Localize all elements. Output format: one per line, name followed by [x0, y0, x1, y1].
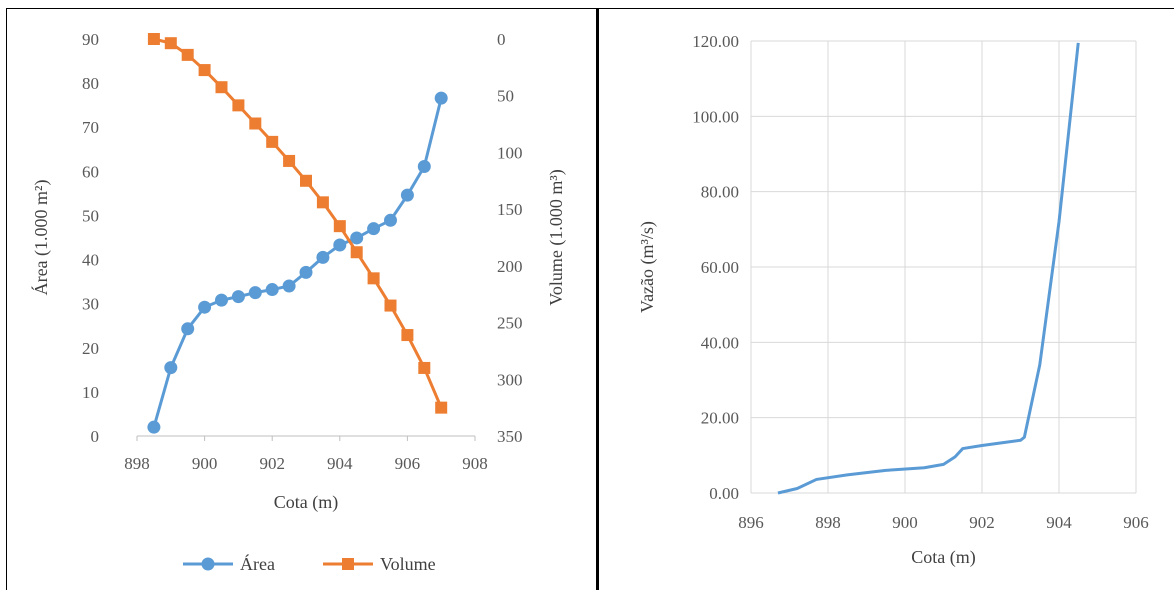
x-tick-label: 904 [1046, 513, 1072, 532]
Área-point [434, 91, 448, 105]
y-tick-label: 0.00 [709, 484, 739, 503]
y2-tick-label: 150 [497, 200, 523, 219]
y-tick-label: 40.00 [701, 333, 739, 352]
y-tick-label: 20.00 [701, 409, 739, 428]
Área-point [350, 231, 364, 245]
y-tick-label: 60 [82, 162, 99, 181]
y-axis-title: Área (1.000 m²) [30, 180, 52, 296]
x-axis-title: Cota (m) [911, 547, 976, 568]
area-volume-chart: 898 900 902 904 906 908 0 10 20 30 40 50 60 70 80 90 0 50… [6, 8, 596, 590]
y-tick-label: 70 [82, 118, 99, 137]
Volume-point [384, 299, 397, 312]
Área-point [181, 322, 195, 336]
Volume-point [266, 135, 279, 148]
Área-point [265, 283, 279, 297]
x-tick-label: 906 [1123, 513, 1149, 532]
y-axis-title: Vazão (m³/s) [637, 221, 658, 313]
y-tick-label: 50 [82, 206, 99, 225]
x-tick-label: 904 [327, 454, 353, 473]
Volume-point [283, 154, 296, 167]
series-line-Área [152, 97, 443, 428]
y-tick-label: 40 [82, 251, 99, 270]
series-line-Volume [153, 37, 443, 409]
y2-tick-label: 0 [497, 30, 506, 49]
y-tick-label: 120.00 [692, 32, 739, 51]
Área-point [282, 279, 296, 293]
discharge-chart: 0.00 20.00 40.00 60.00 80.00 100.00 120.00 896 8… [596, 8, 1174, 590]
Volume-point [181, 48, 194, 61]
y2-tick-label: 300 [497, 370, 523, 389]
y-tick-label: 90 [82, 30, 99, 49]
y2-axis-title: Volume (1.000 m³) [546, 169, 567, 306]
y2-tick-label: 50 [497, 87, 514, 106]
Volume-point [401, 329, 414, 342]
Volume-point [350, 246, 363, 259]
y-tick-label: 100.00 [692, 107, 739, 126]
x-tick-label: 906 [395, 454, 421, 473]
Volume-point [435, 401, 448, 414]
y2-tick-label: 250 [497, 314, 523, 333]
Área-point [384, 213, 397, 227]
Área-point [299, 265, 313, 279]
x-tick-label: 900 [192, 454, 218, 473]
Volume-point [198, 64, 211, 77]
x-tick-label: 898 [124, 454, 150, 473]
Volume-point [300, 174, 312, 187]
Área-point [316, 250, 330, 264]
Volume-point [164, 37, 177, 50]
discharge-chart-svg: 0.00 20.00 40.00 60.00 80.00 100.00 120.00 896 8… [637, 32, 1149, 568]
Área-point [333, 238, 347, 252]
Área-point [248, 286, 262, 300]
series-line-0 [777, 42, 1080, 495]
y-tick-label: 20 [82, 339, 99, 358]
x-tick-label: 898 [815, 513, 841, 532]
y2-tick-label: 350 [497, 427, 523, 446]
Área-point [231, 290, 245, 304]
y-tick-label: 0 [91, 427, 100, 446]
Volume-point [232, 99, 245, 112]
y-tick-label: 60.00 [701, 258, 739, 277]
x-tick-label: 902 [969, 513, 995, 532]
Área-point [367, 222, 381, 236]
x-tick-label: 902 [259, 454, 285, 473]
Volume-point [147, 33, 160, 45]
x-axis-title: Cota (m) [274, 492, 339, 513]
Área-point [147, 420, 161, 434]
y-tick-label: 80 [82, 74, 99, 93]
y2-tick-label: 100 [497, 143, 523, 162]
legend-label-Área: Área [240, 553, 275, 574]
legend-marker-Volume [342, 558, 354, 570]
legend-marker-Área [201, 557, 215, 571]
x-tick-label: 900 [892, 513, 918, 532]
y-tick-label: 80.00 [701, 183, 739, 202]
y-tick-label: 10 [82, 383, 99, 402]
Volume-point [249, 117, 262, 130]
Volume-point [215, 81, 228, 94]
Área-point [198, 300, 212, 314]
Volume-point [333, 220, 346, 233]
y-tick-label: 30 [82, 295, 99, 314]
Área-point [215, 293, 228, 307]
Volume-point [316, 196, 329, 209]
Área-point [417, 159, 431, 173]
y2-tick-label: 200 [497, 257, 523, 276]
Volume-point [418, 361, 431, 374]
x-tick-label: 896 [738, 513, 764, 532]
Volume-point [367, 272, 380, 285]
Área-point [400, 188, 414, 202]
Área-point [164, 361, 178, 375]
legend-label-Volume: Volume [380, 554, 436, 574]
x-tick-label: 908 [462, 454, 488, 473]
